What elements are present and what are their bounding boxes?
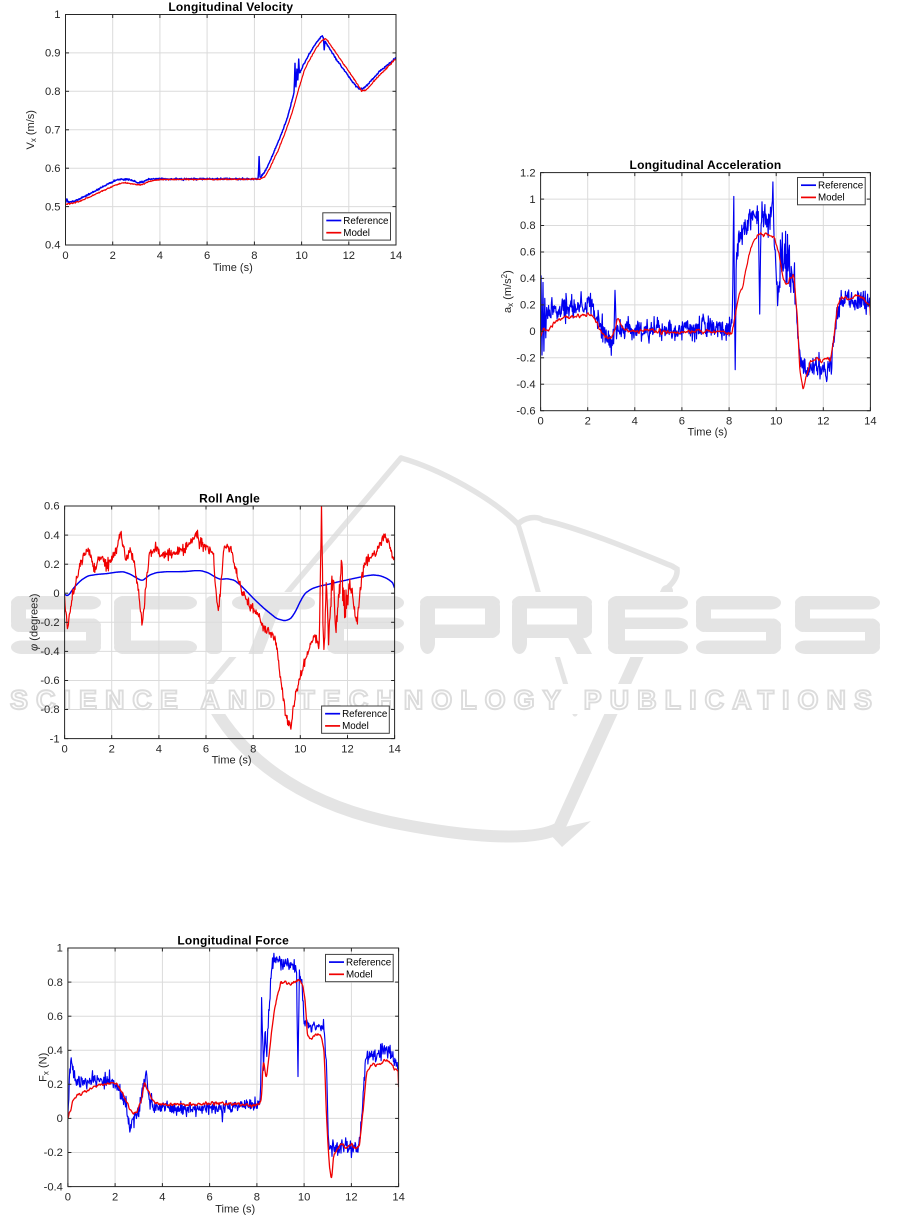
svg-text:-0.6: -0.6: [516, 405, 535, 417]
svg-text:0.5: 0.5: [45, 201, 61, 213]
svg-text:Reference: Reference: [818, 181, 864, 192]
svg-text:Time (s): Time (s): [215, 1204, 255, 1216]
svg-text:0.9: 0.9: [45, 48, 61, 60]
svg-text:SCIENCE AND TECHNOLOGY PUBLICA: SCIENCE AND TECHNOLOGY PUBLICATIONS: [10, 685, 875, 715]
svg-text:10: 10: [295, 250, 307, 262]
svg-text:Model: Model: [346, 970, 373, 981]
svg-text:6: 6: [203, 743, 209, 755]
svg-text:Vx (m/s): Vx (m/s): [25, 110, 38, 149]
svg-text:1: 1: [529, 194, 535, 206]
svg-text:0: 0: [53, 588, 59, 600]
svg-text:4: 4: [157, 250, 163, 262]
svg-text:10: 10: [298, 1191, 310, 1203]
svg-text:0.8: 0.8: [45, 86, 61, 98]
svg-text:ax (m/s2): ax (m/s2): [500, 270, 515, 313]
svg-text:2: 2: [112, 1191, 118, 1203]
svg-text:14: 14: [388, 743, 400, 755]
svg-text:Longitudinal Force: Longitudinal Force: [177, 934, 289, 948]
svg-text:14: 14: [864, 416, 876, 428]
svg-text:-1: -1: [50, 733, 60, 745]
svg-text:14: 14: [390, 250, 402, 262]
svg-text:-0.2: -0.2: [44, 1147, 63, 1159]
svg-text:8: 8: [726, 416, 732, 428]
svg-text:8: 8: [250, 743, 256, 755]
svg-text:6: 6: [204, 250, 210, 262]
svg-text:4: 4: [632, 416, 638, 428]
svg-text:0.4: 0.4: [520, 273, 536, 285]
svg-text:Reference: Reference: [346, 957, 392, 968]
svg-text:Model: Model: [818, 193, 845, 204]
svg-text:1: 1: [54, 9, 60, 21]
svg-text:6: 6: [206, 1191, 212, 1203]
svg-text:Model: Model: [342, 721, 369, 732]
svg-text:0.6: 0.6: [45, 163, 61, 175]
svg-text:12: 12: [341, 743, 353, 755]
svg-text:12: 12: [343, 250, 355, 262]
svg-text:2: 2: [110, 250, 116, 262]
svg-text:0: 0: [65, 1191, 71, 1203]
svg-text:Longitudinal Velocity: Longitudinal Velocity: [168, 0, 293, 14]
svg-text:Reference: Reference: [343, 216, 389, 227]
svg-text:14: 14: [392, 1191, 404, 1203]
svg-text:0.6: 0.6: [47, 1011, 63, 1023]
svg-text:-0.8: -0.8: [40, 704, 59, 716]
svg-text:Model: Model: [343, 228, 370, 239]
svg-text:-0.2: -0.2: [40, 617, 59, 629]
svg-text:Time (s): Time (s): [213, 262, 253, 274]
svg-text:1.2: 1.2: [520, 167, 536, 179]
svg-text:2: 2: [585, 416, 591, 428]
svg-text:0.6: 0.6: [44, 501, 60, 513]
svg-text:12: 12: [817, 416, 829, 428]
svg-text:8: 8: [251, 250, 257, 262]
svg-text:-0.4: -0.4: [44, 1181, 63, 1193]
svg-text:4: 4: [156, 743, 162, 755]
svg-text:0.4: 0.4: [44, 530, 60, 542]
svg-text:0: 0: [57, 1113, 63, 1125]
svg-text:0.7: 0.7: [45, 124, 61, 136]
svg-text:Roll Angle: Roll Angle: [199, 492, 260, 506]
svg-text:0.2: 0.2: [44, 559, 60, 571]
svg-text:0: 0: [529, 326, 535, 338]
svg-text:-0.2: -0.2: [516, 353, 535, 365]
svg-text:Reference: Reference: [342, 709, 388, 720]
svg-text:Time (s): Time (s): [688, 427, 728, 439]
svg-text:-0.6: -0.6: [40, 675, 59, 687]
svg-text:φ (degrees): φ (degrees): [29, 594, 41, 651]
svg-text:6: 6: [679, 416, 685, 428]
svg-text:-0.4: -0.4: [40, 646, 59, 658]
svg-text:Longitudinal Acceleration: Longitudinal Acceleration: [630, 158, 782, 172]
svg-text:1: 1: [57, 943, 63, 955]
svg-text:10: 10: [770, 416, 782, 428]
svg-text:Time (s): Time (s): [212, 755, 252, 767]
svg-text:0.4: 0.4: [45, 240, 61, 252]
svg-text:8: 8: [254, 1191, 260, 1203]
svg-text:0.2: 0.2: [520, 300, 536, 312]
svg-text:10: 10: [294, 743, 306, 755]
svg-text:-0.4: -0.4: [516, 379, 535, 391]
svg-text:Fx (N): Fx (N): [38, 1053, 51, 1082]
svg-text:0.8: 0.8: [47, 977, 63, 989]
svg-text:0: 0: [537, 416, 543, 428]
svg-text:0: 0: [62, 250, 68, 262]
svg-text:0.2: 0.2: [47, 1079, 63, 1091]
svg-text:4: 4: [159, 1191, 165, 1203]
svg-text:0.8: 0.8: [520, 220, 536, 232]
svg-text:0.6: 0.6: [520, 247, 536, 259]
svg-text:2: 2: [109, 743, 115, 755]
svg-text:0: 0: [61, 743, 67, 755]
svg-text:0.4: 0.4: [47, 1045, 63, 1057]
svg-text:12: 12: [345, 1191, 357, 1203]
